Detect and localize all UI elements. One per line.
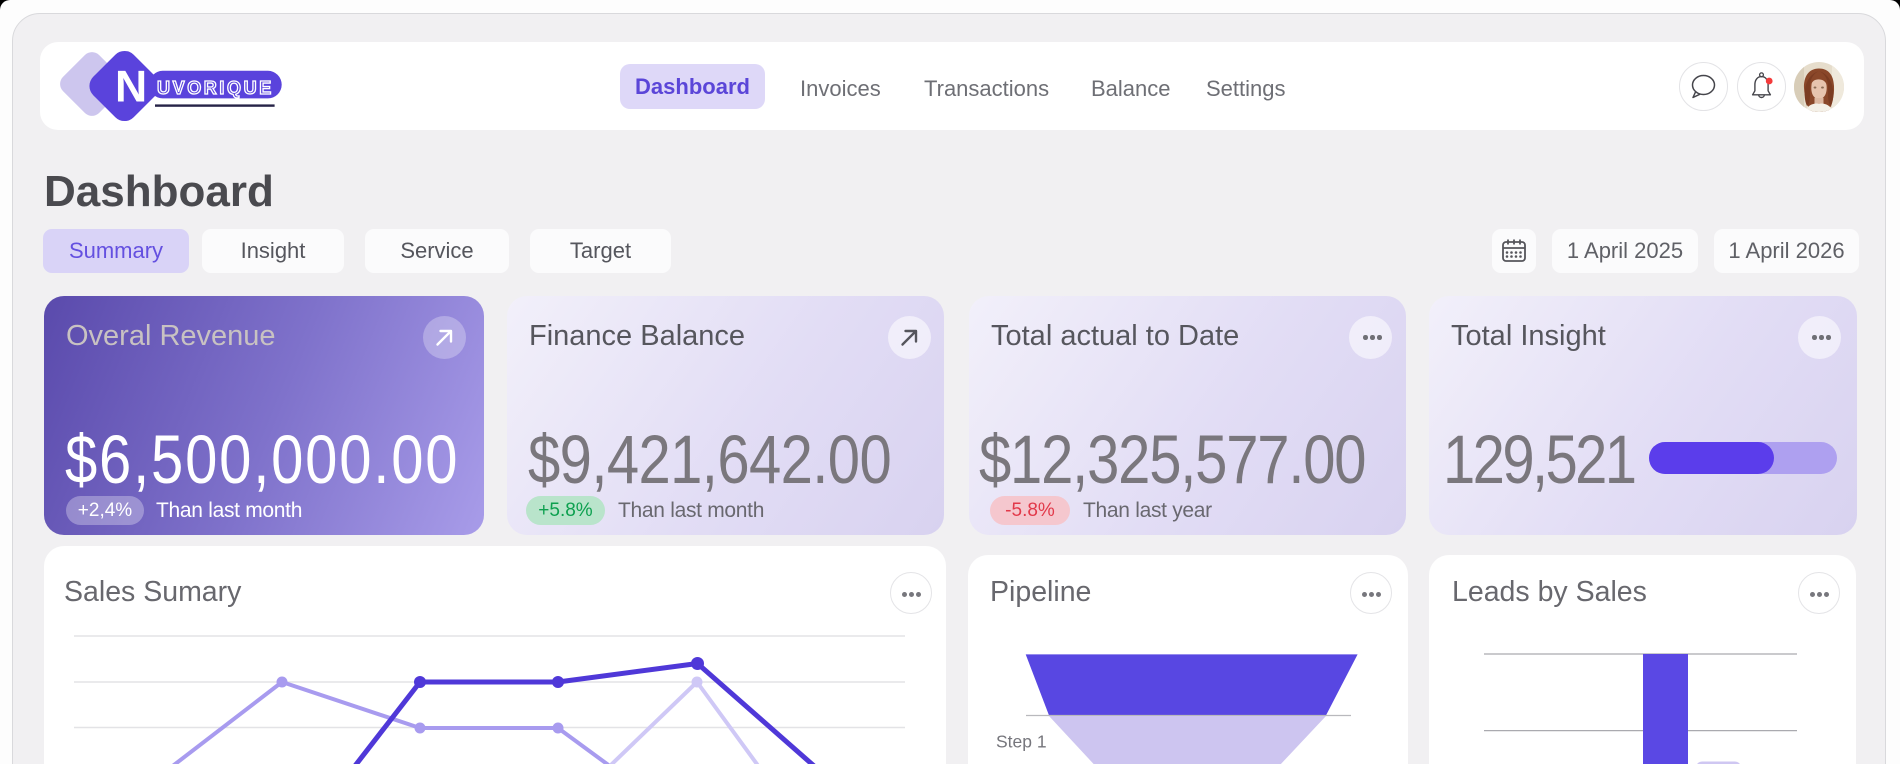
svg-text:N: N (115, 63, 147, 112)
svg-text:UVORIQUE: UVORIQUE (157, 78, 274, 98)
svg-text:Step 1: Step 1 (996, 732, 1047, 752)
